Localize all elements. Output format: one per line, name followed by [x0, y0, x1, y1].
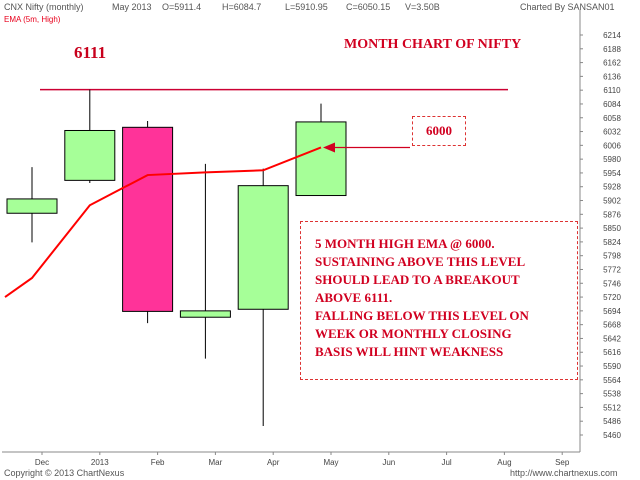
y-tick-label: 6006 — [603, 141, 621, 150]
y-tick-label: 5642 — [603, 334, 621, 343]
y-tick-label: 6084 — [603, 100, 621, 109]
x-tick-label: Sep — [555, 458, 570, 467]
y-tick-label: 6058 — [603, 114, 621, 123]
note-line: SUSTAINING ABOVE THIS LEVEL — [315, 254, 526, 269]
chart-annotation-title: MONTH CHART OF NIFTY — [344, 37, 522, 52]
y-tick-label: 5746 — [603, 279, 621, 288]
y-tick-label: 5798 — [603, 252, 621, 261]
level-6111-label: 6111 — [74, 43, 107, 62]
y-tick-label: 5928 — [603, 183, 621, 192]
y-tick-label: 6214 — [603, 31, 621, 40]
candle-body — [6, 198, 58, 214]
ema-callout-box: 6000 — [412, 116, 466, 146]
candle — [6, 167, 58, 243]
y-tick-label: 5772 — [603, 265, 621, 274]
callout-arrow-head — [323, 142, 335, 153]
note-line: WEEK OR MONTHLY CLOSING — [315, 326, 512, 341]
chartnexus-link[interactable]: http://www.chartnexus.com — [510, 468, 618, 478]
analysis-note-box: 5 MONTH HIGH EMA @ 6000. SUSTAINING ABOV… — [300, 221, 578, 380]
x-tick-label: Mar — [209, 458, 223, 467]
volume-value: V=3.50B — [405, 2, 440, 12]
y-tick-label: 6032 — [603, 128, 621, 137]
y-tick-label: 5512 — [603, 403, 621, 412]
y-tick-label: 6162 — [603, 59, 621, 68]
y-tick-label: 5538 — [603, 390, 621, 399]
ema-line — [4, 146, 322, 298]
y-tick-label: 5850 — [603, 224, 621, 233]
ema-callout-text: 6000 — [426, 123, 452, 138]
y-tick-label: 5694 — [603, 307, 621, 316]
note-line: FALLING BELOW THIS LEVEL ON — [315, 308, 529, 323]
x-tick-label: Feb — [151, 458, 165, 467]
y-tick-label: 5720 — [603, 293, 621, 302]
candle-body — [237, 185, 289, 310]
close-value: C=6050.15 — [346, 2, 391, 12]
candle — [64, 89, 116, 184]
low-value: L=5910.95 — [285, 2, 328, 12]
candle-body — [179, 310, 231, 318]
candle — [179, 163, 231, 359]
candle-body — [64, 129, 116, 181]
y-tick-label: 5616 — [603, 348, 621, 357]
note-line: 5 MONTH HIGH EMA @ 6000. — [315, 236, 495, 251]
note-line: ABOVE 6111. — [315, 290, 393, 305]
x-tick-label: Jul — [441, 458, 451, 467]
chart-symbol: CNX Nifty (monthly) — [4, 2, 84, 12]
y-tick-label: 6188 — [603, 45, 621, 54]
y-tick-label: 5876 — [603, 210, 621, 219]
y-tick-label: 5486 — [603, 417, 621, 426]
x-tick-label: Dec — [35, 458, 49, 467]
x-tick-label: Apr — [267, 458, 280, 467]
x-tick-label: May — [323, 458, 338, 467]
ema-legend: EMA (5m, High) — [4, 15, 61, 24]
note-line: BASIS WILL HINT WEAKNESS — [315, 344, 504, 359]
charted-by: Charted By SANSAN01 — [520, 2, 615, 12]
candle-body — [295, 121, 347, 197]
note-line: SHOULD LEAD TO A BREAKOUT — [315, 272, 520, 287]
y-tick-label: 6136 — [603, 72, 621, 81]
y-tick-label: 5668 — [603, 321, 621, 330]
high-value: H=6084.7 — [222, 2, 262, 12]
y-tick-label: 5590 — [603, 362, 621, 371]
candle — [295, 103, 347, 197]
x-tick-label: 2013 — [91, 458, 109, 467]
x-tick-label: Jun — [382, 458, 395, 467]
copyright-text: Copyright © 2013 ChartNexus — [4, 468, 125, 478]
candle-body — [122, 126, 174, 312]
x-tick-label: Aug — [497, 458, 511, 467]
y-tick-label: 5954 — [603, 169, 621, 178]
candle — [122, 120, 174, 324]
y-tick-label: 5824 — [603, 238, 621, 247]
y-tick-label: 5902 — [603, 197, 621, 206]
chart-period: May 2013 — [112, 2, 152, 12]
candle — [237, 168, 289, 426]
y-tick-label: 5460 — [603, 431, 621, 440]
y-tick-label: 5564 — [603, 376, 621, 385]
y-tick-label: 6110 — [603, 86, 621, 95]
open-value: O=5911.4 — [162, 2, 202, 12]
y-tick-label: 5980 — [603, 155, 621, 164]
